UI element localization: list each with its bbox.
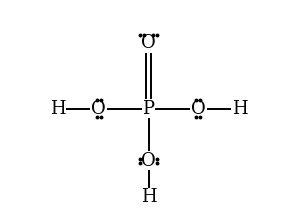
Text: H: H: [141, 189, 156, 206]
Text: O: O: [91, 100, 106, 117]
Text: H: H: [232, 100, 247, 117]
Text: O: O: [141, 152, 156, 169]
Text: O: O: [191, 100, 206, 117]
Text: P: P: [143, 100, 154, 117]
Text: H: H: [50, 100, 65, 117]
Text: O: O: [141, 35, 156, 52]
